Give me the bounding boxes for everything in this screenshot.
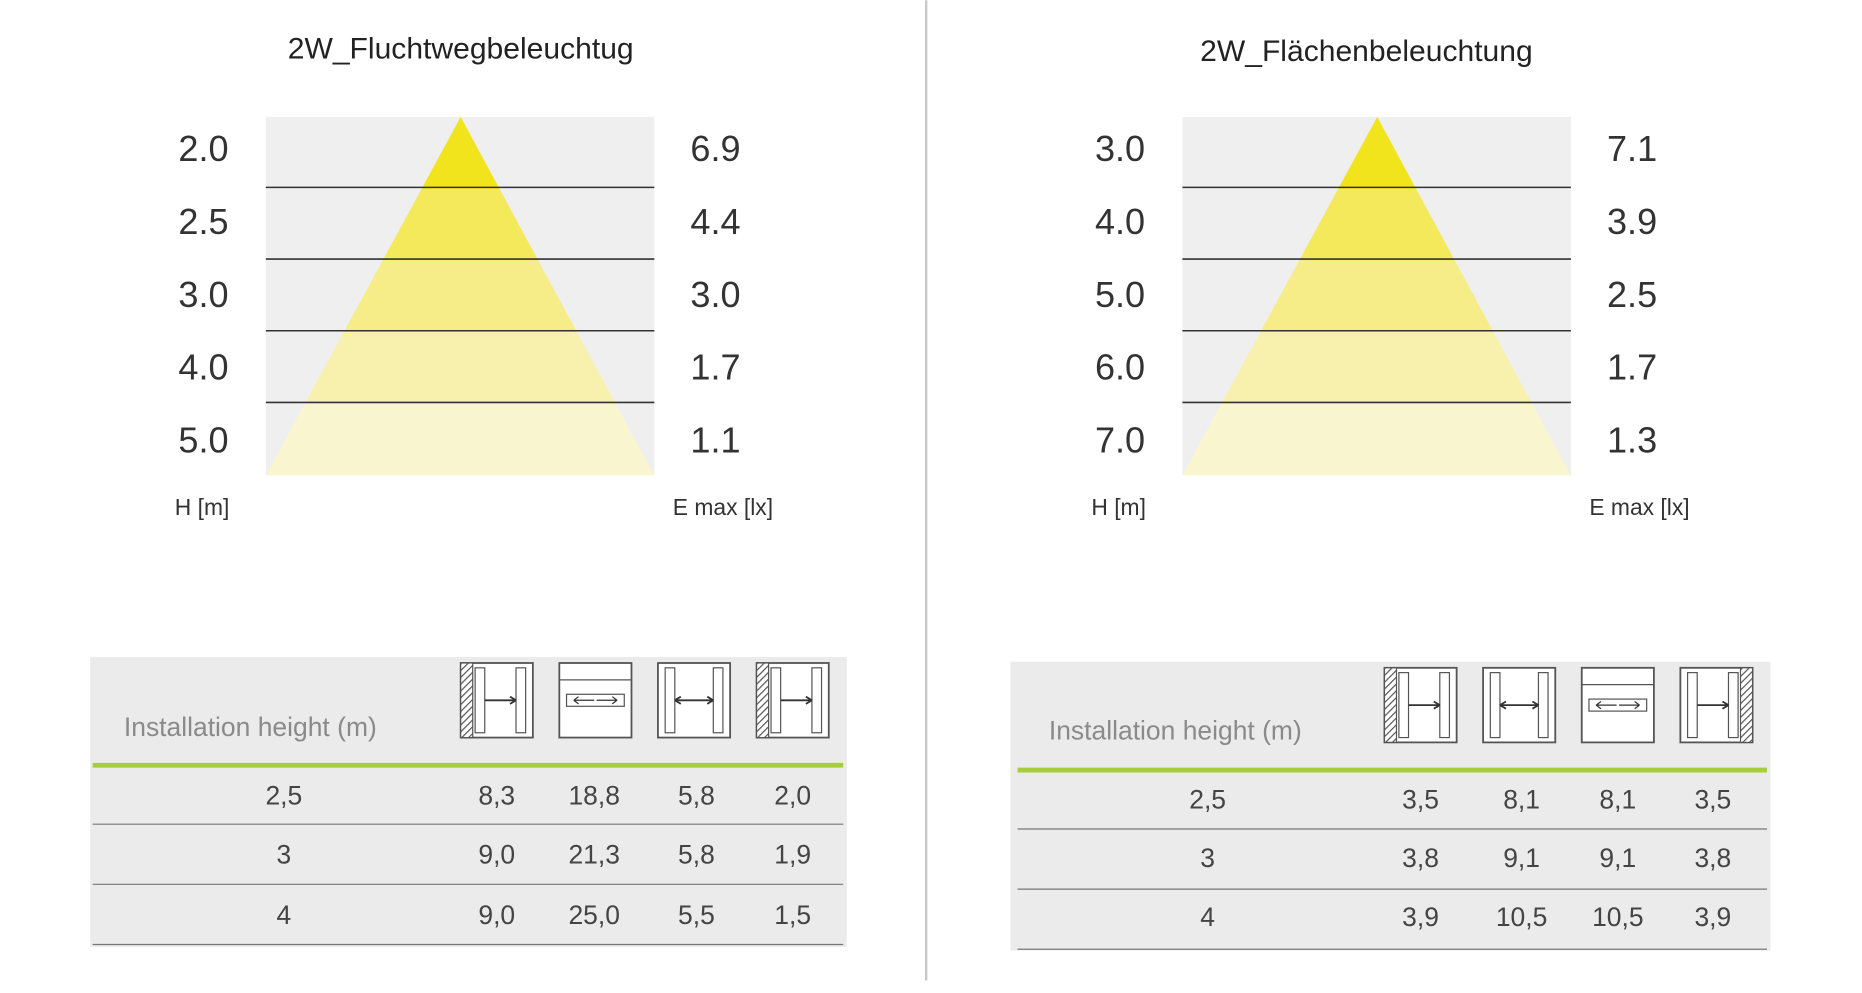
emax-label: 6.9 [690, 128, 740, 169]
table-cell: 1,9 [774, 840, 811, 870]
icon-post [811, 667, 823, 734]
table-header: Installation height (m) [124, 712, 377, 742]
mount-icon [1679, 666, 1754, 744]
icon-post [474, 667, 486, 734]
icon-arrow [1499, 700, 1539, 710]
icon-post [664, 667, 676, 734]
icon-wall [755, 662, 770, 739]
height-label: 4.0 [1095, 201, 1145, 242]
emax-label: 2.5 [1607, 274, 1657, 315]
height-label: 3.0 [1095, 128, 1145, 169]
light-band [265, 403, 655, 476]
icon-arrow [1408, 700, 1441, 710]
table-cell: 3,8 [1694, 843, 1731, 873]
emax-label: 4.4 [690, 201, 740, 242]
table-cell: 5,5 [678, 900, 715, 930]
emax-label: 3.0 [690, 274, 740, 315]
table-cell: 5,8 [678, 840, 715, 870]
icon-post [1727, 672, 1739, 739]
height-label: 3.0 [178, 274, 228, 315]
h-unit: H [m] [175, 494, 230, 520]
icon-arrow [1595, 701, 1640, 710]
table-cell: 18,8 [568, 781, 620, 811]
height-label: 5.0 [1095, 274, 1145, 315]
table-cell: 5,8 [678, 781, 715, 811]
icon-post [1439, 672, 1451, 739]
table-cell: 4 [277, 900, 292, 930]
icon-wall [1739, 667, 1754, 743]
table-cell: 3,5 [1402, 784, 1439, 814]
icon-wall [1383, 667, 1398, 743]
height-label: 2.5 [178, 201, 228, 242]
height-label: 2.0 [178, 128, 228, 169]
mount-icon [657, 662, 732, 739]
table-cell: 8,1 [1599, 784, 1636, 814]
table-cell: 3,5 [1694, 784, 1731, 814]
table-cell: 9,1 [1599, 843, 1636, 873]
emax-label: 1.1 [690, 420, 740, 461]
table-cell: 3 [277, 840, 292, 870]
height-label: 5.0 [178, 420, 228, 461]
height-label: 4.0 [178, 347, 228, 388]
table-cell: 3 [1200, 843, 1215, 873]
table-cell: 3,8 [1402, 843, 1439, 873]
mount-icon [1482, 666, 1557, 744]
table-cell: 4 [1200, 902, 1215, 932]
table-cell: 21,3 [568, 840, 620, 870]
mount-icon [459, 662, 534, 739]
icon-arrow [1697, 700, 1729, 710]
icon-arrow [484, 695, 517, 705]
icon-arrow [674, 695, 714, 705]
icon-wall [460, 662, 474, 739]
e-unit: E max [lx] [673, 494, 773, 520]
table-cell: 9,1 [1503, 843, 1540, 873]
table-cell: 1,5 [774, 900, 811, 930]
table-cell: 10,5 [1592, 902, 1644, 932]
panel-title: 2W_Fluchtwegbeleuchtug [288, 33, 634, 66]
mount-icon [558, 662, 633, 739]
icon-post [515, 667, 527, 734]
table-cell: 9,0 [478, 840, 515, 870]
emax-label: 7.1 [1607, 128, 1657, 169]
table-cell: 3,9 [1694, 902, 1731, 932]
e-unit: E max [lx] [1589, 494, 1689, 520]
table-header: Installation height (m) [1049, 716, 1302, 746]
table-cell: 3,9 [1402, 902, 1439, 932]
mount-icon [1580, 666, 1655, 744]
height-label: 7.0 [1095, 420, 1145, 461]
table-cell: 2,5 [1189, 784, 1226, 814]
mount-icon [1383, 666, 1458, 744]
icon-arrow [573, 696, 618, 705]
height-label: 6.0 [1095, 347, 1145, 388]
icon-post [1398, 672, 1410, 739]
emax-label: 1.7 [690, 347, 740, 388]
icon-arrow [780, 695, 813, 705]
emax-label: 1.3 [1607, 420, 1657, 461]
table-cell: 9,0 [478, 900, 515, 930]
icon-bar [565, 693, 625, 707]
icon-post [1686, 672, 1698, 739]
mount-icon [755, 662, 830, 739]
table-cell: 8,1 [1503, 784, 1540, 814]
icon-post [712, 667, 724, 734]
icon-post [1537, 672, 1549, 739]
h-unit: H [m] [1091, 494, 1146, 520]
table-cell: 10,5 [1496, 902, 1548, 932]
table-cell: 25,0 [568, 900, 620, 930]
emax-label: 1.7 [1607, 347, 1657, 388]
table-cell: 2,5 [265, 781, 302, 811]
icon-post [770, 667, 782, 734]
table-cell: 2,0 [774, 781, 811, 811]
light-band [1182, 403, 1571, 476]
emax-label: 3.9 [1607, 201, 1657, 242]
icon-post [1489, 672, 1501, 739]
table-cell: 8,3 [478, 781, 515, 811]
panel-title: 2W_Flächenbeleuchtung [1200, 35, 1533, 68]
icon-bar [1588, 698, 1648, 712]
